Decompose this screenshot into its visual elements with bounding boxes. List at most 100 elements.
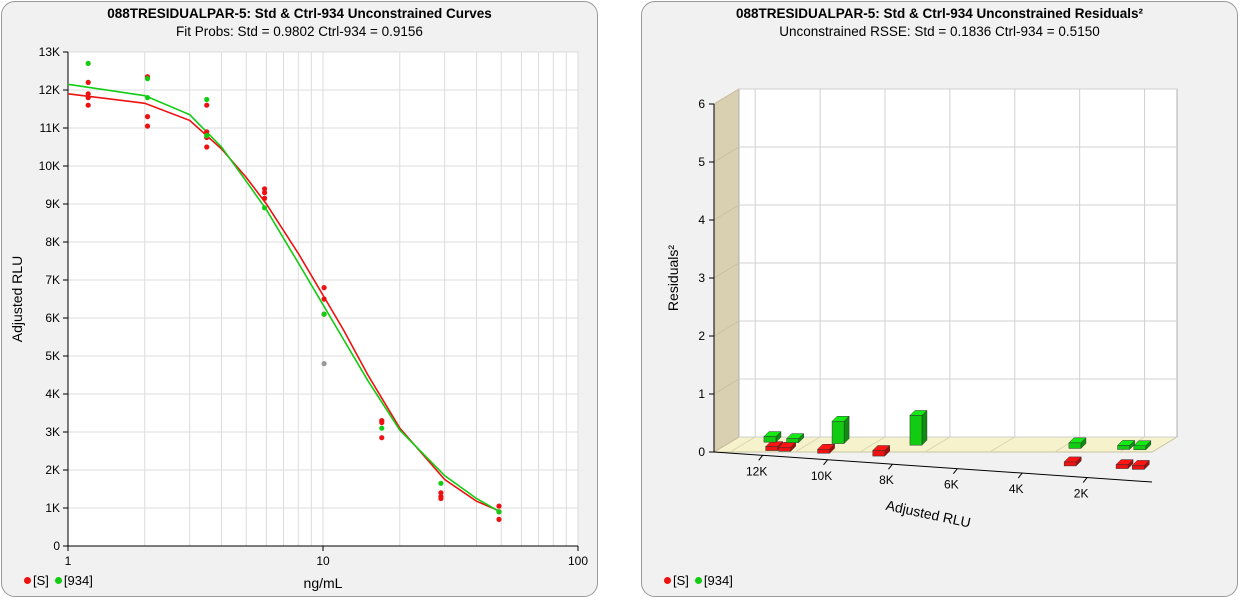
data-point-std xyxy=(144,123,151,129)
legend-ctrl-marker xyxy=(54,577,62,584)
resid-y-tick-label: 3 xyxy=(698,271,705,285)
data-point-ctrl xyxy=(438,480,444,486)
data-point-ctrl xyxy=(379,425,385,431)
resid-side-gridline xyxy=(713,320,740,337)
resid-side-gridline xyxy=(713,204,740,221)
bar-front xyxy=(909,415,923,446)
data-point-std xyxy=(85,102,91,108)
curves-panel: 088TRESIDUALPAR-5: Std & Ctrl-934 Uncons… xyxy=(1,1,598,597)
residual-bar-std xyxy=(1063,456,1082,467)
legend-item-std-2[interactable]: [S] xyxy=(664,573,689,588)
resid-x-tick-mark xyxy=(758,455,764,461)
resid-floor-gridline xyxy=(794,436,821,453)
resid-y-tick-label: 2 xyxy=(698,329,705,343)
residual-bar-ctrl xyxy=(763,430,782,443)
data-point-ctrl xyxy=(261,205,268,211)
residuals-legend: [S] [934] xyxy=(664,573,737,588)
bar-front xyxy=(1115,464,1129,469)
data-point-std xyxy=(321,285,327,291)
legend-ctrl-label: [934] xyxy=(63,573,93,588)
y-tick-label: 12K xyxy=(39,83,60,97)
resid-y-tick-label: 0 xyxy=(698,445,705,459)
resid-x-tick-mark xyxy=(823,459,828,466)
bar-front xyxy=(817,449,830,454)
data-point-std xyxy=(85,91,91,97)
x-tick-label: 1 xyxy=(65,554,72,568)
data-point-std xyxy=(261,195,268,201)
legend-item-std[interactable]: [S] xyxy=(24,573,49,588)
legend-std-marker-2 xyxy=(664,577,671,584)
residual-bar-std xyxy=(778,441,797,452)
data-point-ctrl xyxy=(204,133,210,139)
curves-legend: [S] [934] xyxy=(24,573,97,588)
residual-bar-ctrl xyxy=(786,433,805,444)
resid-floor-gridline xyxy=(924,436,951,453)
legend-ctrl-label-2: [934] xyxy=(703,573,733,588)
data-point-std xyxy=(204,144,210,150)
y-axis-label: Adjusted RLU xyxy=(9,256,25,342)
resid-y-tick-label: 5 xyxy=(698,155,705,169)
data-point-std xyxy=(496,503,502,509)
fit-curve-ctrl xyxy=(67,83,502,514)
bar-front xyxy=(1117,445,1130,450)
legend-ctrl-marker-2 xyxy=(694,577,702,584)
residuals-subtitle: Unconstrained RSSE: Std = 0.1836 Ctrl-93… xyxy=(779,24,1100,39)
data-point-std xyxy=(85,95,91,101)
data-point-ctrl xyxy=(321,311,327,317)
y-tick-label: 3K xyxy=(45,425,60,439)
resid-floor-gridline xyxy=(989,436,1016,453)
residual-bar-ctrl xyxy=(1116,439,1136,451)
y-tick-label: 2K xyxy=(45,463,60,477)
legend-std-marker xyxy=(24,577,31,584)
y-tick-label: 13K xyxy=(39,45,60,59)
bar-front xyxy=(786,438,799,443)
data-point-ctrl xyxy=(144,95,151,101)
curves-subtitle: Fit Probs: Std = 0.9802 Ctrl-934 = 0.915… xyxy=(176,24,423,39)
bar-front xyxy=(1133,445,1147,451)
data-point-std xyxy=(496,516,502,523)
legend-item-ctrl[interactable]: [934] xyxy=(54,573,93,588)
residuals-panel: 088TRESIDUALPAR-5: Std & Ctrl-934 Uncons… xyxy=(641,1,1238,597)
residual-bar-ctrl xyxy=(1133,440,1152,451)
resid-floor-gridline xyxy=(859,436,886,453)
data-point-std xyxy=(379,419,385,426)
resid-x-tick-mark xyxy=(1017,472,1023,479)
legend-item-ctrl-2[interactable]: [934] xyxy=(694,573,733,588)
resid-x-tick-label: 12K xyxy=(746,464,767,478)
residual-bar-std xyxy=(1131,459,1150,471)
residual-bar-std xyxy=(1115,458,1134,470)
bar-front xyxy=(872,450,885,457)
bar-side xyxy=(921,409,928,446)
residuals-chart: 0 1 2 3 4 5 6 12K 10K 8K 6K 4K 2K Adjusted RLU Residua… xyxy=(665,88,1179,531)
resid-x-tick-mark xyxy=(888,463,893,470)
y-tick-label: 1K xyxy=(45,501,60,515)
bar-front xyxy=(763,436,777,443)
bar-front xyxy=(765,446,778,451)
resid-x-tick-label: 4K xyxy=(1009,482,1024,496)
resid-x-tick-mark xyxy=(1082,477,1088,483)
data-point-std xyxy=(261,186,268,192)
resid-x-axis-line xyxy=(713,451,1153,483)
resid-x-tick-label: 6K xyxy=(944,478,959,492)
y-tick-label: 11K xyxy=(40,121,60,135)
residual-bar-ctrl xyxy=(831,415,850,445)
legend-std-label-2: [S] xyxy=(673,573,689,588)
bar-front xyxy=(1132,465,1145,470)
x-tick-label: 10 xyxy=(316,554,330,568)
fit-curve-std xyxy=(67,93,502,513)
data-point-ctrl xyxy=(85,60,91,66)
y-tick-label: 6K xyxy=(45,311,60,325)
resid-side-gridline xyxy=(713,436,740,453)
resid-y-tick-label: 1 xyxy=(698,387,705,401)
resid-side-gridline xyxy=(713,146,740,163)
bar-front xyxy=(1068,442,1082,449)
bar-front xyxy=(1063,461,1077,467)
y-tick-label: 9K xyxy=(45,197,60,211)
residual-bar-ctrl xyxy=(1068,437,1087,450)
x-tick-label: 100 xyxy=(568,554,588,568)
y-tick-label: 5K xyxy=(45,349,60,363)
data-point-ctrl xyxy=(204,96,210,103)
resid-side-gridline xyxy=(713,88,740,105)
y-tick-label: 4K xyxy=(45,387,60,401)
bar-side xyxy=(843,415,850,445)
